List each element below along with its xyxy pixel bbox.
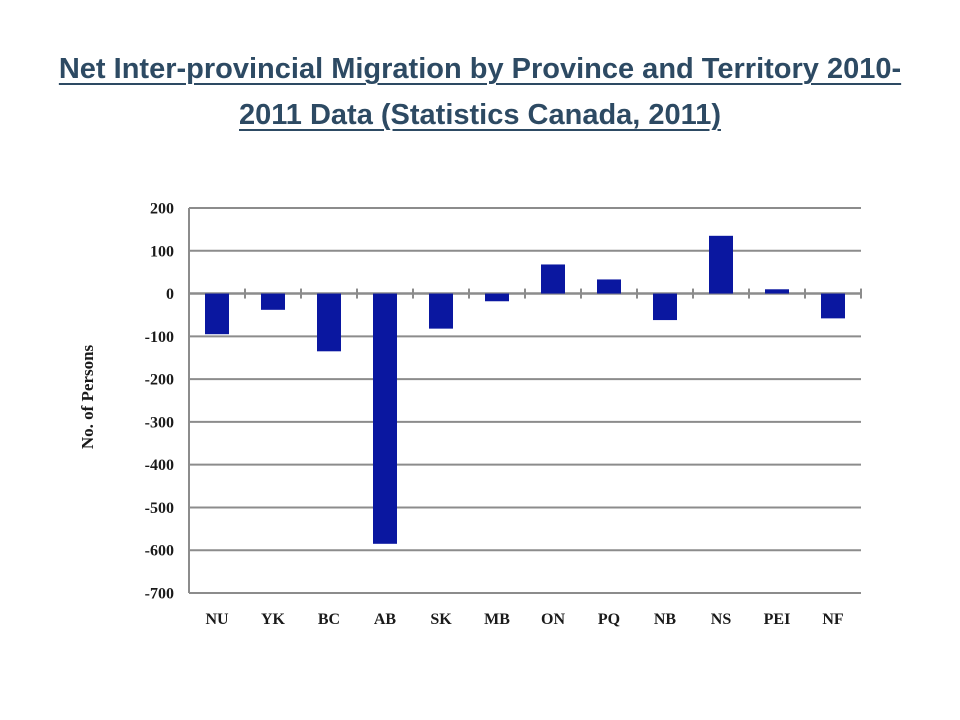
bars [205,235,845,544]
y-tick-label: -500 [145,500,174,517]
y-tick-label: 100 [150,243,174,260]
bar-ab [373,293,397,544]
y-tick-label: -100 [145,329,174,346]
bar-nu [205,293,229,335]
bar-mb [485,293,509,302]
gridlines [189,207,861,594]
x-tick-label: YK [261,611,286,628]
bar-bc [317,293,341,352]
y-tick-label: -600 [145,543,174,560]
x-tick-label: PQ [598,611,620,628]
axes [188,208,862,593]
y-axis-title: No. of Persons [78,344,97,449]
y-tick-label: 200 [150,201,174,218]
bar-yk [261,293,285,310]
y-tick-label: 0 [166,286,174,303]
x-tick-label: NU [205,611,229,628]
y-tick-label: -300 [145,414,174,431]
x-tick-label: SK [430,611,452,628]
slide-title: Net Inter-provincial Migration by Provin… [58,53,902,131]
bar-sk [429,293,453,329]
x-tick-label: NS [711,611,732,628]
bar-pei [765,289,789,294]
bar-on [541,264,565,294]
y-tick-label: -700 [145,586,174,603]
y-tick-label: -200 [145,372,174,389]
x-tick-label: BC [318,611,340,628]
x-tick-label: NB [654,611,677,628]
x-tick-labels: NU YK BC AB SK MB ON PQ NB NS PEI NF [205,611,843,628]
x-tick-label: MB [484,611,510,628]
x-tick-label: ON [541,611,565,628]
x-tick-label: NF [822,611,844,628]
y-tick-label: -400 [145,457,174,474]
bar-nf [821,293,845,319]
bar-ns [709,235,733,294]
y-tick-labels: 200 100 0 -100 -200 -300 -400 -500 -600 -700 [145,201,174,603]
x-tick-label: AB [374,611,397,628]
bar-nb [653,293,677,321]
x-tick-label: PEI [764,611,791,628]
bar-pq [597,279,621,294]
